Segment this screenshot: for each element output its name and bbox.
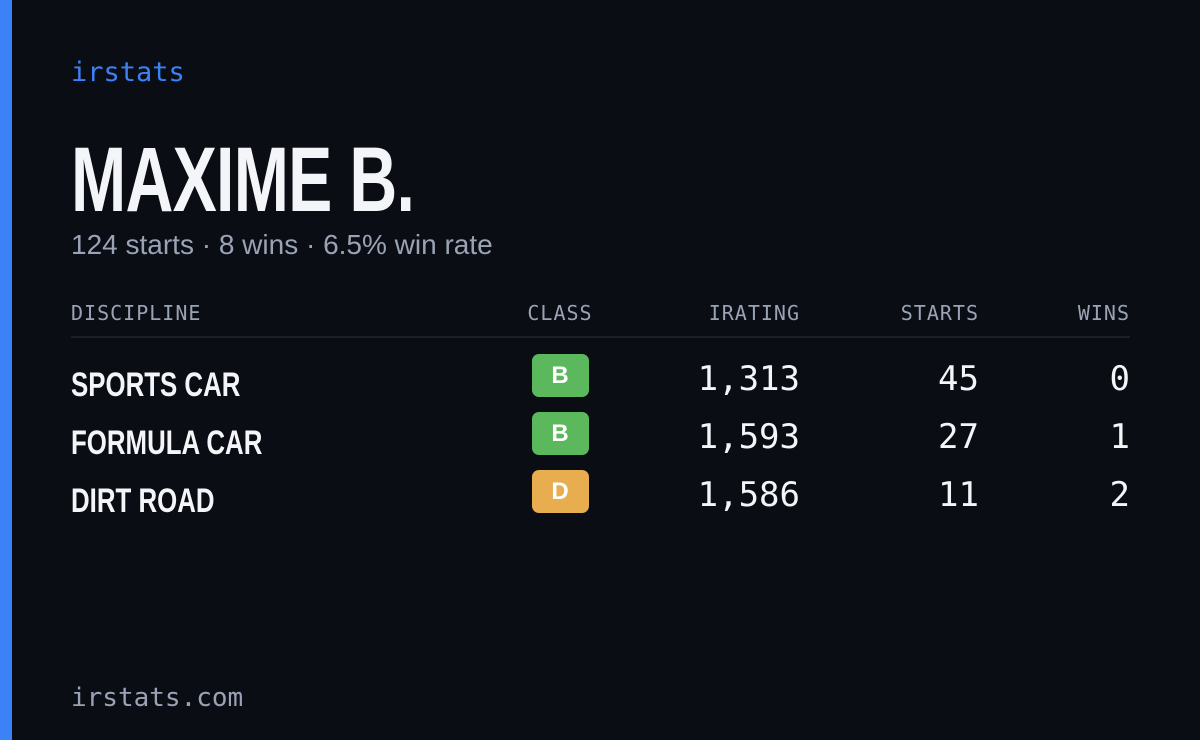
column-header: DISCIPLINE [71,301,202,325]
starts-value: 27 [938,417,979,457]
starts-value: 45 [938,359,979,399]
wins-value: 1 [1109,417,1130,457]
discipline: SPORTS CAR [71,366,241,404]
driver-name: MAXIME B. [71,129,415,231]
divider [71,336,1130,338]
class-badge: B [531,412,589,455]
wins-value: 0 [1109,359,1130,399]
class-badge: D [531,470,589,513]
discipline: DIRT ROAD [71,482,215,520]
irating-value: 1,313 [697,359,800,399]
discipline: FORMULA CAR [71,424,263,462]
wins-value: 2 [1109,475,1130,515]
irating-value: 1,593 [697,417,800,457]
column-header: WINS [1077,301,1130,325]
starts-value: 11 [938,475,979,515]
accent-bar [0,0,12,740]
irating-value: 1,586 [697,475,800,515]
column-header: IRATING [708,301,800,325]
driver-summary: 124 starts · 8 wins · 6.5% win rate [71,229,493,260]
column-header: STARTS [900,301,979,325]
footer: irstats.com [71,683,244,713]
column-header: CLASS [527,301,593,325]
brand: irstats [71,57,185,88]
class-badge: B [531,354,589,397]
